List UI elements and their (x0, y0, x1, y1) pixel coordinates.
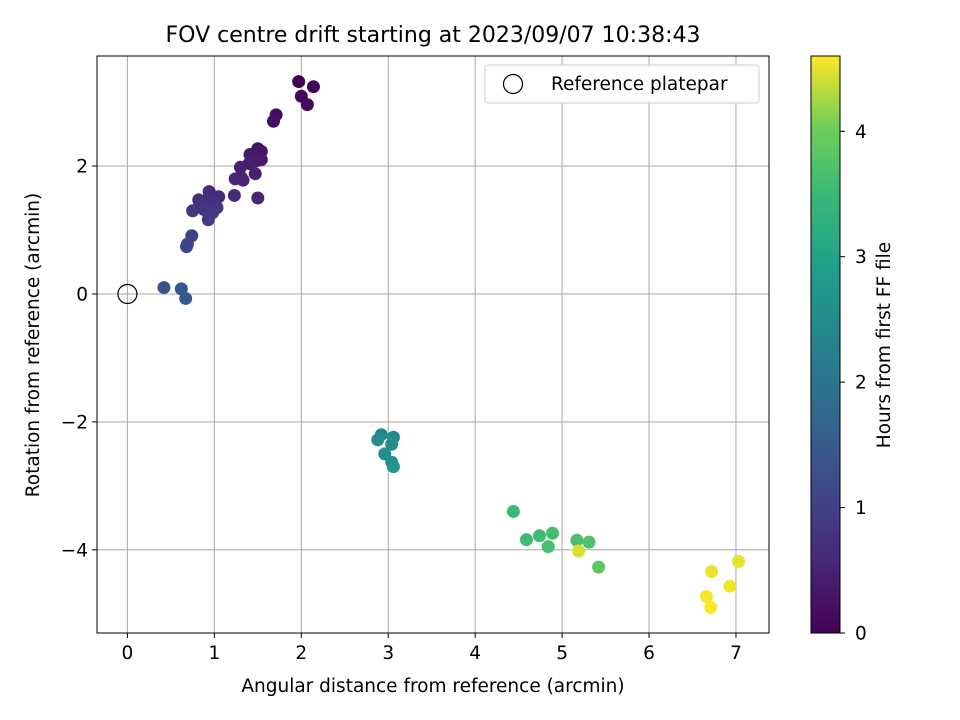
data-point (371, 433, 385, 447)
x-tick-label: 4 (469, 643, 481, 664)
x-tick-label: 3 (382, 643, 394, 664)
legend-marker-icon (502, 73, 524, 95)
data-point (236, 173, 250, 187)
reference-marker-layer (117, 283, 138, 305)
x-axis-label: Angular distance from reference (arcmin) (241, 676, 624, 697)
plot-area (97, 56, 769, 633)
x-tick-label: 5 (556, 643, 568, 664)
data-point (519, 533, 533, 547)
data-point (201, 213, 215, 227)
x-tick-label: 0 (122, 643, 134, 664)
data-point (306, 80, 320, 94)
legend-box (484, 64, 760, 104)
data-points (157, 75, 746, 614)
colorbar-tick-label: 1 (855, 498, 867, 519)
data-point (572, 544, 586, 558)
data-point (546, 526, 560, 540)
data-point (385, 437, 399, 451)
colorbar-tick-label: 4 (855, 122, 867, 143)
data-point (292, 75, 306, 89)
axis-ticks: 0 1 2 3 4 5 6 7 −4 −2 0 2 (61, 157, 742, 664)
data-point (592, 560, 606, 574)
colorbar-gradient (810, 55, 841, 634)
data-point (570, 533, 584, 547)
colorbar-tick-label: 2 (855, 373, 867, 394)
data-point (541, 540, 555, 554)
plot-frame (96, 55, 770, 634)
data-point (300, 98, 314, 112)
colorbar-tick-label: 3 (855, 247, 867, 268)
colorbar-ticks: 0 1 2 3 4 (840, 122, 867, 645)
data-point (532, 529, 546, 543)
colorbar: 0 1 2 3 4 Hours from first FF file (810, 55, 895, 645)
y-tick-label: −4 (61, 540, 88, 561)
x-tick-label: 6 (643, 643, 655, 664)
x-tick-label: 2 (295, 643, 307, 664)
data-point (157, 281, 171, 295)
data-point (227, 188, 241, 202)
data-point (582, 535, 596, 549)
y-tick-label: 2 (76, 157, 88, 178)
reference-platepar-marker (117, 283, 138, 305)
x-tick-label: 7 (730, 643, 742, 664)
data-point (704, 600, 718, 614)
colorbar-label: Hours from first FF file (874, 242, 895, 448)
data-point (723, 579, 737, 593)
x-tick-label: 1 (208, 643, 220, 664)
data-point (180, 240, 194, 254)
data-point (386, 460, 400, 474)
data-point (266, 114, 280, 128)
data-point (251, 191, 265, 205)
data-point (732, 554, 746, 568)
y-axis-label: Rotation from reference (arcmin) (23, 193, 44, 497)
legend-label: Reference platepar (551, 74, 728, 95)
data-point (699, 590, 713, 604)
data-point (705, 565, 719, 579)
y-tick-label: 0 (76, 284, 88, 305)
legend: Reference platepar (484, 64, 760, 104)
data-point (179, 291, 193, 305)
data-point (186, 204, 200, 218)
chart-title: FOV centre drift starting at 2023/09/07 … (166, 23, 701, 48)
data-point (233, 160, 247, 174)
colorbar-tick-label: 0 (855, 624, 867, 645)
grid-lines (97, 56, 769, 633)
data-point (506, 504, 520, 518)
y-tick-label: −2 (61, 412, 88, 433)
data-point (248, 167, 262, 181)
